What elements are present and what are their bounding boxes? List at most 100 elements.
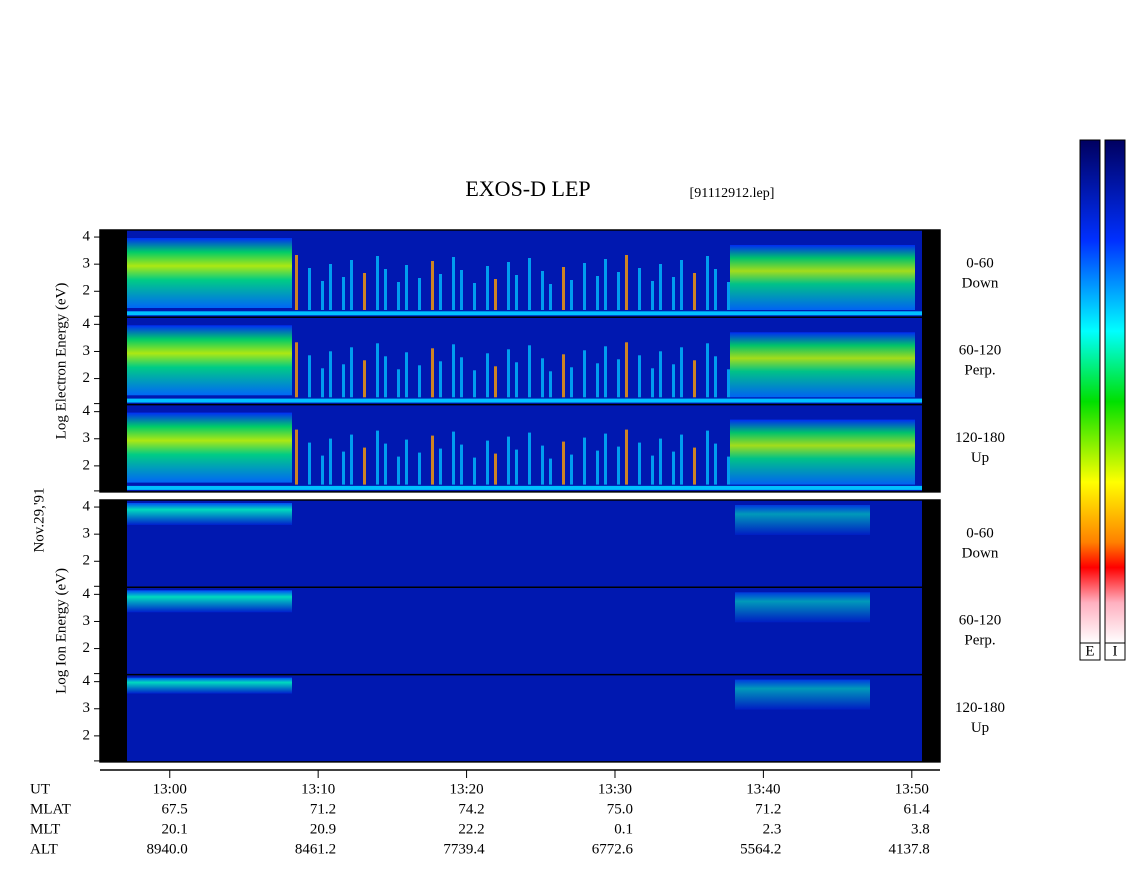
flux-spike <box>541 271 544 310</box>
x-tick-label: 13:50 <box>895 781 929 797</box>
flux-spike <box>638 355 641 398</box>
flux-spike <box>494 279 497 310</box>
ephemeris-value: 67.5 <box>162 801 188 817</box>
flux-spike <box>308 355 311 398</box>
flux-spike <box>659 264 662 310</box>
y-tick-label: 4 <box>83 586 91 602</box>
data-gap <box>100 230 127 318</box>
flux-spike <box>714 269 717 310</box>
flux-band <box>735 592 870 623</box>
flux-spike <box>617 359 620 398</box>
panel-direction: Perp. <box>964 363 995 379</box>
flux-spike <box>651 455 654 485</box>
y-tick-label: 3 <box>83 700 91 716</box>
flux-spike <box>562 441 565 485</box>
data-gap <box>922 230 940 318</box>
flux-spike <box>431 348 434 398</box>
panel-range: 120-180 <box>955 430 1005 446</box>
flux-spike <box>308 442 311 485</box>
data-gap <box>100 674 127 762</box>
ephemeris-name: MLAT <box>30 801 71 817</box>
flux-spike <box>439 361 442 398</box>
flux-spike <box>460 357 463 398</box>
flux-spike <box>528 258 531 310</box>
flux-spike <box>397 369 400 398</box>
flux-spike <box>473 457 476 485</box>
ephemeris-value: 3.8 <box>911 821 930 837</box>
ephemeris-value: 20.9 <box>310 821 336 837</box>
flux-spike <box>549 371 552 398</box>
flux-spike <box>596 363 599 398</box>
flux-spike <box>583 263 586 310</box>
flux-spike <box>342 277 345 310</box>
flux-spike <box>562 354 565 398</box>
flux-band <box>127 503 292 525</box>
ephemeris-value: 6772.6 <box>592 841 634 857</box>
flux-spike <box>376 430 379 485</box>
color-bar-label-box <box>1079 642 1101 661</box>
flux-spike <box>549 284 552 310</box>
flux-spike <box>494 366 497 398</box>
panel-direction: Perp. <box>964 633 995 649</box>
y-tick-label: 3 <box>83 256 91 272</box>
y-tick-label: 2 <box>83 370 91 386</box>
flux-spike <box>473 283 476 310</box>
ephemeris-value: 4137.8 <box>889 841 930 857</box>
flux-spike <box>604 346 607 398</box>
y-tick-label: 3 <box>83 343 91 359</box>
panel-range: 0-60 <box>966 525 994 541</box>
flux-spike <box>486 266 489 310</box>
flux-spike <box>651 368 654 398</box>
flux-spike <box>376 256 379 310</box>
flux-spike <box>452 344 455 398</box>
flux-spike <box>672 451 675 485</box>
flux-spike <box>515 362 518 398</box>
flux-spike <box>363 360 366 398</box>
y-tick-label: 4 <box>83 228 91 244</box>
flux-spike <box>604 259 607 310</box>
color-bar-label: I <box>1113 643 1118 659</box>
panel-range: 120-180 <box>955 700 1005 716</box>
flux-spike <box>507 262 510 310</box>
flux-spike <box>376 343 379 398</box>
panel-direction: Down <box>962 275 999 291</box>
flux-spike <box>350 347 353 398</box>
flux-spike <box>528 432 531 485</box>
y-tick-label: 2 <box>83 283 91 299</box>
flux-spike <box>384 443 387 485</box>
flux-floor <box>127 311 922 316</box>
y-tick-label: 4 <box>83 673 91 689</box>
flux-spike <box>452 257 455 310</box>
flux-spike <box>321 455 324 485</box>
flux-spike <box>659 351 662 398</box>
flux-spike <box>515 275 518 310</box>
flux-spike <box>727 282 730 310</box>
flux-spike <box>706 430 709 485</box>
x-tick-label: 13:10 <box>301 781 335 797</box>
ephemeris-value: 8461.2 <box>295 841 336 857</box>
flux-spike <box>329 264 332 310</box>
flux-spike <box>562 267 565 310</box>
flux-spike <box>397 282 400 310</box>
flux-band <box>730 419 915 485</box>
flux-spike <box>638 442 641 485</box>
flux-spike <box>693 360 696 398</box>
ephemeris-value: 2.3 <box>763 821 782 837</box>
flux-spike <box>541 445 544 485</box>
ephemeris-value: 0.1 <box>614 821 633 837</box>
flux-spike <box>706 256 709 310</box>
flux-spike <box>727 369 730 398</box>
flux-spike <box>714 356 717 398</box>
x-tick-label: 13:00 <box>153 781 187 797</box>
flux-spike <box>727 456 730 485</box>
y-tick-label: 2 <box>83 640 91 656</box>
flux-spike <box>329 351 332 398</box>
flux-spike <box>321 281 324 310</box>
flux-spike <box>418 452 421 485</box>
flux-band <box>127 238 292 308</box>
chart-title: EXOS-D LEP <box>465 176 590 201</box>
flux-band <box>735 679 870 710</box>
flux-spike <box>583 350 586 398</box>
flux-spike <box>486 353 489 398</box>
